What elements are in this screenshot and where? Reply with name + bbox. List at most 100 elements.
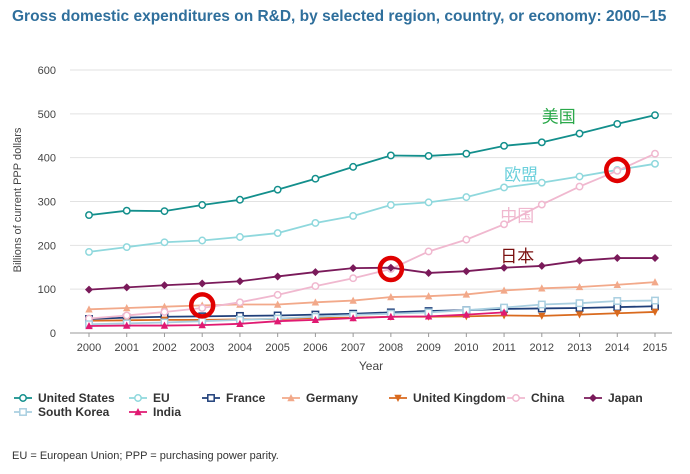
legend-label: France xyxy=(226,391,266,405)
data-point xyxy=(575,282,584,291)
legend-label: United States xyxy=(38,391,115,405)
series-line xyxy=(88,257,655,291)
data-point xyxy=(575,299,584,308)
y-axis-ticks: 0 100 200 300 400 500 600 xyxy=(38,65,56,340)
legend-swatch-marker xyxy=(512,394,520,402)
y-tick-label: 600 xyxy=(38,65,56,77)
legend-swatch-marker xyxy=(287,394,295,402)
data-point xyxy=(613,119,622,128)
x-tick-label: 2011 xyxy=(492,342,516,354)
data-point xyxy=(575,172,584,181)
data-point xyxy=(198,304,207,312)
x-tick-label: 2005 xyxy=(265,342,289,354)
chart-title: Gross domestic expenditures on R&D, by s… xyxy=(12,8,667,25)
legend-swatch-marker xyxy=(394,394,402,402)
data-point xyxy=(85,247,93,256)
legend-item: United States xyxy=(14,391,115,405)
legend-swatch-marker xyxy=(19,408,27,416)
series-line xyxy=(88,305,656,320)
data-point xyxy=(311,219,320,227)
data-point xyxy=(349,314,357,322)
data-point xyxy=(273,229,282,238)
legend-label: South Korea xyxy=(38,405,110,419)
data-point xyxy=(424,151,433,160)
data-point xyxy=(273,185,282,194)
data-point xyxy=(651,278,659,286)
data-point xyxy=(349,296,357,304)
data-point xyxy=(349,212,358,220)
data-point xyxy=(424,268,433,277)
annotation-label: 美国 xyxy=(542,108,576,127)
data-point xyxy=(575,256,584,265)
data-point xyxy=(235,233,244,241)
data-point xyxy=(122,311,131,320)
data-point xyxy=(311,315,320,324)
x-tick-label: 2004 xyxy=(228,342,252,354)
series-eu xyxy=(85,159,659,256)
x-tick-label: 2007 xyxy=(341,342,365,354)
data-point xyxy=(198,321,206,329)
legend-label: Japan xyxy=(608,391,643,405)
data-point xyxy=(462,235,471,244)
data-point xyxy=(613,297,622,305)
data-point xyxy=(349,274,358,283)
data-point xyxy=(500,141,509,150)
data-point xyxy=(122,283,131,292)
data-point xyxy=(160,238,169,247)
data-point xyxy=(500,263,509,272)
highlight-circles xyxy=(188,156,631,319)
y-tick-label: 0 xyxy=(50,328,56,340)
data-point xyxy=(236,319,244,327)
data-point xyxy=(575,182,584,191)
data-point xyxy=(85,285,93,294)
data-point xyxy=(160,308,169,316)
legend-swatch-marker xyxy=(134,394,142,402)
legend-swatch-marker xyxy=(207,394,215,402)
annotation-label: 中国 xyxy=(500,207,534,226)
data-point xyxy=(235,298,244,307)
legend-label: Germany xyxy=(306,391,358,405)
data-point xyxy=(235,195,244,204)
x-tick-label: 2001 xyxy=(114,342,138,354)
data-point xyxy=(160,321,169,329)
data-point xyxy=(651,149,659,158)
data-point xyxy=(160,281,169,290)
y-tick-label: 300 xyxy=(38,197,56,209)
series-line xyxy=(88,152,656,320)
x-tick-label: 2002 xyxy=(152,342,176,354)
x-tick-label: 2010 xyxy=(454,342,478,354)
data-point xyxy=(424,247,433,256)
data-point xyxy=(311,174,320,183)
data-point xyxy=(462,149,471,158)
data-point xyxy=(613,310,621,318)
data-point xyxy=(198,201,207,209)
data-point xyxy=(273,317,282,325)
legend-label: China xyxy=(531,391,565,405)
series-lines xyxy=(85,111,659,330)
x-tick-label: 2006 xyxy=(303,342,327,354)
legend-item: South Korea xyxy=(14,405,110,419)
data-point xyxy=(349,162,358,171)
data-point xyxy=(537,261,546,270)
legend-item: India xyxy=(129,405,181,419)
data-point xyxy=(462,310,471,318)
series-japan xyxy=(85,254,659,294)
y-tick-label: 100 xyxy=(38,284,56,296)
data-point xyxy=(122,206,131,215)
data-point xyxy=(651,159,659,168)
y-tick-label: 500 xyxy=(38,109,56,121)
series-line xyxy=(88,311,505,327)
data-point xyxy=(85,211,93,220)
data-point xyxy=(311,282,320,291)
data-point xyxy=(500,220,509,229)
x-tick-label: 2015 xyxy=(643,342,667,354)
y-axis-label: Billions of current PPP dollars xyxy=(12,127,24,272)
data-point xyxy=(311,298,320,306)
data-point xyxy=(273,272,282,281)
data-point xyxy=(424,198,433,207)
legend-item: EU xyxy=(129,391,170,405)
data-point xyxy=(387,293,395,301)
data-point xyxy=(160,302,169,310)
series-line xyxy=(88,281,656,311)
